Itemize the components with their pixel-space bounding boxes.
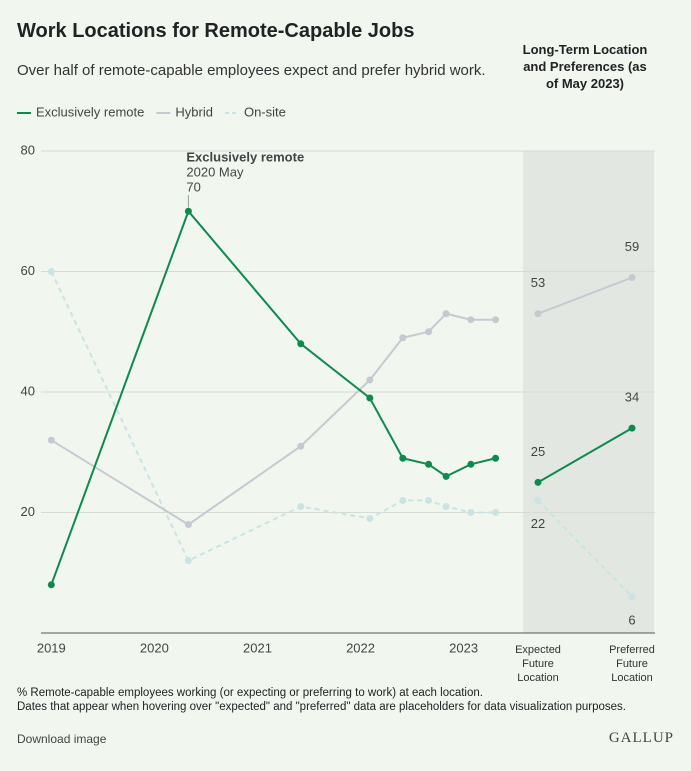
data-point (628, 593, 636, 601)
x-tick-label: 2020 (140, 640, 169, 655)
legend-label: Hybrid (175, 104, 213, 119)
data-point (184, 207, 192, 215)
series-line (537, 499, 633, 598)
footnote-line: Dates that appear when hovering over "ex… (17, 701, 626, 713)
y-tick-label: 40 (21, 383, 35, 398)
data-point (534, 496, 542, 504)
data-point (492, 454, 500, 462)
x-tick-label: 2022 (346, 640, 375, 655)
data-label: 59 (625, 239, 639, 254)
series-line (537, 276, 633, 315)
data-point (425, 460, 433, 468)
y-tick-label: 60 (21, 263, 35, 278)
data-point (442, 310, 450, 318)
legend-label: Exclusively remote (36, 104, 144, 119)
data-point (534, 478, 542, 486)
data-point (399, 454, 407, 462)
data-label: 34 (625, 390, 639, 405)
subtitle: Over half of remote-capable employees ex… (17, 62, 486, 79)
footnote: % Remote-capable employees working (or e… (17, 686, 626, 714)
x-tick-label: 2019 (37, 640, 66, 655)
category-label: Preferred Future Location (609, 644, 655, 684)
series-line (50, 271, 496, 563)
category-label: Expected Future Location (515, 644, 561, 684)
data-label: 22 (531, 516, 545, 531)
data-point (492, 509, 500, 516)
annotation-value: 70 (186, 180, 200, 195)
panel-title: Long-Term Location and Preferences (as o… (522, 42, 648, 91)
data-point (467, 460, 475, 468)
data-point (399, 496, 407, 504)
data-point (184, 557, 192, 565)
data-point (366, 376, 374, 384)
data-point (184, 521, 192, 529)
data-point (492, 316, 500, 324)
data-point (366, 515, 374, 523)
data-point (425, 328, 433, 336)
data-point (628, 274, 636, 282)
data-label: 53 (531, 275, 545, 290)
data-point (366, 394, 374, 402)
data-point (467, 316, 475, 324)
data-point (297, 442, 305, 450)
x-tick-label: 2021 (243, 640, 272, 655)
download-link[interactable]: Download image (17, 732, 107, 746)
data-point (442, 502, 450, 510)
series-line (50, 209, 496, 586)
brand: GALLUP (608, 730, 674, 746)
data-label: 25 (531, 444, 545, 459)
data-point (534, 310, 542, 318)
data-point (297, 502, 305, 510)
y-tick-label: 80 (21, 142, 35, 157)
data-point (442, 472, 450, 480)
data-point (628, 424, 636, 432)
data-point (47, 436, 55, 444)
data-point (399, 334, 407, 342)
footnote-line: % Remote-capable employees working (or e… (17, 687, 483, 699)
data-label: 6 (628, 612, 635, 627)
series-line (50, 312, 496, 526)
x-tick-label: 2023 (449, 640, 478, 655)
title: Work Locations for Remote-Capable Jobs (17, 20, 415, 42)
data-point (425, 496, 433, 504)
data-point (297, 340, 305, 348)
annotation-label: Exclusively remote (186, 150, 304, 165)
data-point (467, 509, 475, 516)
y-tick-label: 20 (21, 504, 35, 519)
data-point (47, 268, 55, 275)
data-point (47, 581, 55, 589)
annotation-date: 2020 May (186, 165, 244, 180)
legend-label: On-site (244, 104, 286, 119)
series-line (537, 427, 633, 484)
